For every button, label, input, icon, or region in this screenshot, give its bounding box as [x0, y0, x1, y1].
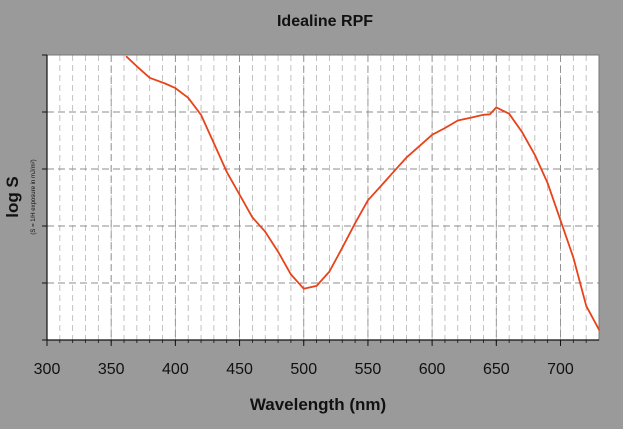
- x-tick-label: 650: [483, 361, 510, 378]
- x-tick-label: 500: [290, 361, 317, 378]
- y-ticks: [42, 54, 47, 341]
- x-axis-label: Wavelength (nm): [250, 395, 386, 414]
- x-tick-label: 700: [547, 361, 574, 378]
- y-axis-sublabel: (S = 1/H exposure in mJ/m²): [31, 159, 37, 234]
- x-major-grid: [110, 55, 561, 340]
- x-tick-label: 350: [98, 361, 125, 378]
- series-layer: [125, 55, 600, 331]
- y-grid: [47, 111, 599, 284]
- x-tick-label: 600: [419, 361, 446, 378]
- plot-area: [47, 55, 599, 340]
- x-tick-label: 550: [355, 361, 382, 378]
- y-axis-label: log S: [3, 176, 22, 218]
- x-ticks: 300 350 400 450 500 550 600 650 700: [34, 340, 587, 378]
- x-minor-grid: [59, 55, 587, 340]
- series-line: [125, 55, 600, 331]
- x-tick-label: 300: [34, 361, 61, 378]
- x-tick-label: 400: [162, 361, 189, 378]
- chart-title: Idealine RPF: [277, 13, 373, 30]
- x-tick-label: 450: [226, 361, 253, 378]
